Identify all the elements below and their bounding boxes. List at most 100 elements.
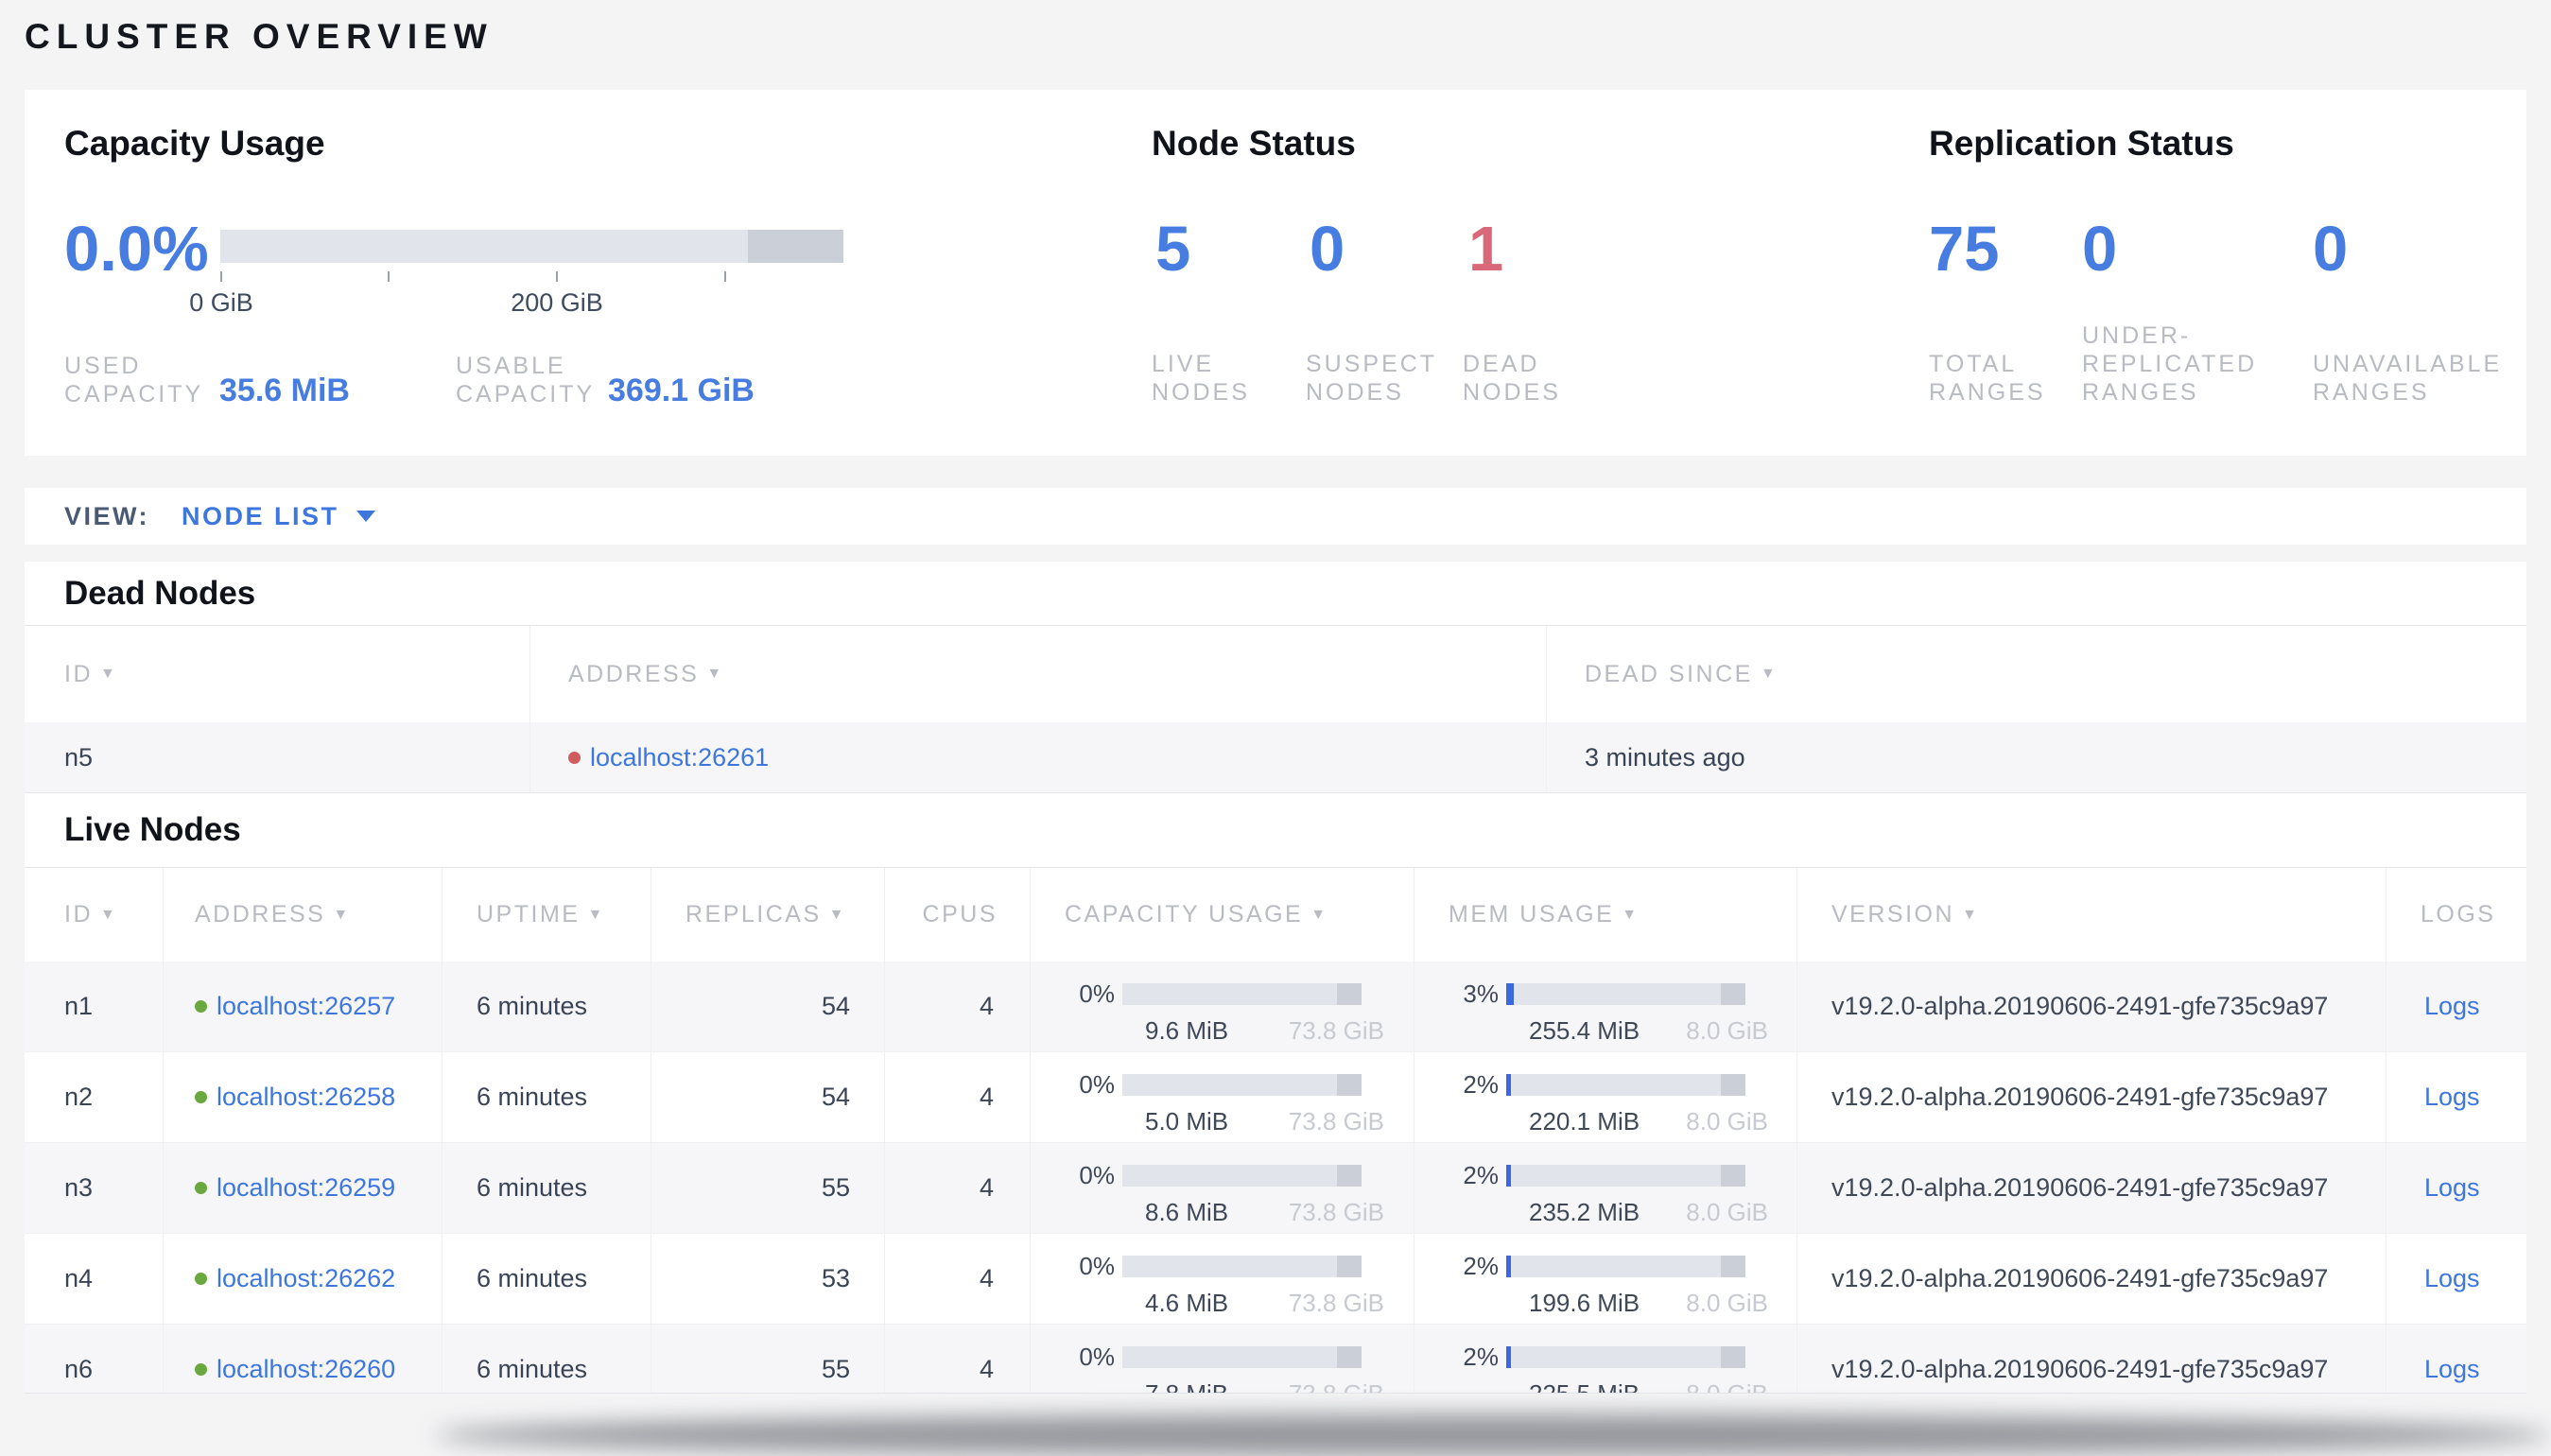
live-nodes-rows: n1 localhost:26257 6 minutes 54 4 0% 9.6… — [25, 962, 2526, 1394]
column-header-mem-usage[interactable]: MEM USAGE ▼ — [1414, 868, 1796, 962]
logs-cell: Logs — [2386, 962, 2526, 1051]
sort-arrow-icon: ▼ — [100, 666, 118, 682]
node-address-link[interactable]: localhost:26257 — [217, 992, 396, 1020]
capacity-used: 9.6 MiB — [1145, 1016, 1229, 1045]
used-capacity-stat: USED CAPACITY 35.6 MiB — [64, 352, 350, 408]
capacity-usage-title: Capacity Usage — [64, 124, 325, 163]
mem-total: 8.0 GiB — [1686, 1107, 1768, 1135]
suspect-nodes-count: 0 — [1310, 214, 1345, 285]
column-header-id[interactable]: ID ▼ — [25, 868, 163, 962]
axis-tick — [388, 271, 390, 282]
mem-percent: 2% — [1463, 1070, 1499, 1099]
logs-link[interactable]: Logs — [2424, 1083, 2480, 1111]
mem-usage-cell: 2% 220.1 MiB 8.0 GiB — [1414, 1052, 1796, 1142]
column-label: ID — [64, 660, 93, 687]
uptime-cell: 6 minutes — [442, 1234, 651, 1324]
column-label: ADDRESS — [568, 660, 700, 687]
column-header-replicas[interactable]: REPLICAS ▼ — [651, 868, 884, 962]
logs-link[interactable]: Logs — [2424, 1264, 2480, 1292]
table-row: n4 localhost:26262 6 minutes 53 4 0% 4.6… — [25, 1234, 2526, 1325]
capacity-total: 73.8 GiB — [1288, 1289, 1384, 1317]
column-header-version[interactable]: VERSION ▼ — [1796, 868, 2386, 962]
capacity-used: 8.6 MiB — [1145, 1198, 1229, 1226]
mem-percent: 2% — [1463, 1343, 1499, 1371]
mem-total: 8.0 GiB — [1686, 1379, 1768, 1394]
capacity-bar — [1122, 1346, 1362, 1368]
unavailable-ranges-label: UNAVAILABLE RANGES — [2313, 351, 2503, 406]
column-label: ADDRESS — [195, 901, 326, 927]
cpus-cell: 4 — [884, 1143, 1030, 1233]
bar-tail — [1721, 1074, 1745, 1096]
under-replicated-ranges-count: 0 — [2082, 214, 2118, 285]
mem-percent: 3% — [1463, 979, 1499, 1008]
bar-tail — [1337, 1165, 1362, 1187]
column-header-address[interactable]: ADDRESS ▼ — [163, 868, 442, 962]
chevron-down-icon[interactable] — [356, 511, 375, 522]
column-header-uptime[interactable]: UPTIME ▼ — [442, 868, 651, 962]
column-label: DEAD SINCE — [1585, 660, 1753, 687]
view-dropdown[interactable]: NODE LIST — [182, 501, 339, 530]
dead-nodes-count: 1 — [1468, 214, 1504, 285]
capacity-bar-other-segment — [748, 230, 843, 263]
column-label: CPUS — [922, 901, 998, 927]
live-nodes-table-header: ID ▼ ADDRESS ▼ UPTIME ▼ REPLICAS ▼ CPUS … — [25, 867, 2526, 962]
node-address-link[interactable]: localhost:26260 — [217, 1355, 396, 1383]
table-row: n1 localhost:26257 6 minutes 54 4 0% 9.6… — [25, 962, 2526, 1052]
node-address-cell: localhost:26261 — [529, 722, 1546, 792]
node-address-link[interactable]: localhost:26258 — [217, 1083, 396, 1111]
capacity-usage-cell: 0% 7.8 MiB 73.8 GiB — [1030, 1325, 1414, 1394]
usable-capacity-label: USABLE CAPACITY — [456, 353, 596, 407]
logs-link[interactable]: Logs — [2424, 992, 2480, 1020]
column-header-address[interactable]: ADDRESS ▼ — [529, 626, 1546, 722]
column-header-capacity-usage[interactable]: CAPACITY USAGE ▼ — [1030, 868, 1414, 962]
node-address-link[interactable]: localhost:26261 — [590, 742, 770, 771]
capacity-total: 73.8 GiB — [1288, 1198, 1384, 1226]
view-selector-bar: VIEW: NODE LIST — [25, 488, 2526, 545]
live-nodes-label: LIVE NODES — [1152, 351, 1250, 406]
view-label: VIEW: — [64, 501, 150, 530]
dead-nodes-label: DEAD NODES — [1463, 351, 1561, 406]
cpus-cell: 4 — [884, 1052, 1030, 1142]
node-address-link[interactable]: localhost:26259 — [217, 1173, 396, 1202]
table-row: n6 localhost:26260 6 minutes 55 4 0% 7.8… — [25, 1325, 2526, 1394]
bar-tail — [1721, 1346, 1745, 1368]
node-address-cell: localhost:26260 — [163, 1325, 442, 1393]
column-header-id[interactable]: ID ▼ — [25, 626, 529, 722]
axis-tick — [556, 271, 558, 282]
capacity-used-percent: 0.0% — [64, 214, 209, 285]
dead-nodes-table-header: ID ▼ ADDRESS ▼ DEAD SINCE ▼ — [25, 625, 2526, 722]
version-cell: v19.2.0-alpha.20190606-2491-gfe735c9a97 — [1796, 1325, 2386, 1393]
replication-status-title: Replication Status — [1929, 124, 2234, 163]
uptime-cell: 6 minutes — [442, 1325, 651, 1393]
logs-cell: Logs — [2386, 1143, 2526, 1233]
bar-tail — [1721, 1256, 1745, 1277]
bar-tail — [1337, 1346, 1362, 1368]
capacity-usage-cell: 0% 5.0 MiB 73.8 GiB — [1030, 1052, 1414, 1142]
bar-tail — [1337, 983, 1362, 1005]
node-id-cell: n2 — [64, 1083, 94, 1111]
capacity-used: 7.8 MiB — [1145, 1379, 1229, 1394]
mem-used: 235.2 MiB — [1529, 1198, 1640, 1226]
nodes-content-block: Dead Nodes ID ▼ ADDRESS ▼ DEAD SINCE ▼ n… — [25, 562, 2526, 1394]
capacity-usage-cell: 0% 8.6 MiB 73.8 GiB — [1030, 1143, 1414, 1233]
replicas-cell: 54 — [651, 962, 884, 1051]
dead-nodes-title: Dead Nodes — [64, 574, 256, 612]
mem-bar — [1506, 1165, 1745, 1187]
sort-arrow-icon: ▼ — [1760, 666, 1779, 682]
logs-cell: Logs — [2386, 1052, 2526, 1142]
node-id-cell: n4 — [64, 1264, 94, 1292]
capacity-percent: 0% — [1079, 1161, 1115, 1189]
mem-usage-cell: 2% 199.6 MiB 8.0 GiB — [1414, 1234, 1796, 1324]
logs-link[interactable]: Logs — [2424, 1173, 2480, 1202]
node-address-link[interactable]: localhost:26262 — [217, 1264, 396, 1292]
unavailable-ranges-count: 0 — [2313, 214, 2349, 285]
column-header-dead-since[interactable]: DEAD SINCE ▼ — [1546, 626, 2526, 722]
sort-arrow-icon: ▼ — [1310, 906, 1328, 923]
logs-link[interactable]: Logs — [2424, 1355, 2480, 1383]
mem-bar — [1506, 1074, 1745, 1096]
capacity-bar — [1122, 1256, 1362, 1277]
mem-bar — [1506, 1256, 1745, 1277]
cpus-cell: 4 — [884, 1325, 1030, 1393]
usable-capacity-value: 369.1 GiB — [608, 373, 755, 408]
suspect-nodes-label: SUSPECT NODES — [1306, 351, 1438, 406]
